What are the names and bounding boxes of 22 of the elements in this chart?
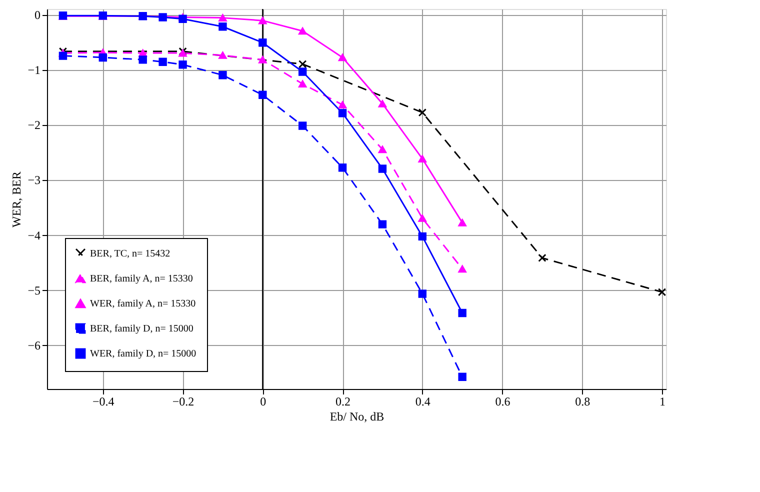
- legend-label: BER, TC, n= 15432: [90, 248, 170, 260]
- x-tick-label: 1: [660, 394, 666, 408]
- legend-label: WER, family D, n= 15000: [90, 348, 196, 360]
- x-tick-label: −0.4: [92, 394, 114, 408]
- x-tick-label: −0.2: [172, 394, 194, 408]
- x-tick-label: 0.6: [495, 394, 510, 408]
- x-tick-label: 0.4: [415, 394, 430, 408]
- y-tick-label: −4: [28, 228, 40, 242]
- legend-label: BER, family D, n= 15000: [90, 324, 194, 334]
- y-axis-title: WER, BER: [10, 172, 24, 228]
- y-tick-label: −5: [28, 283, 40, 298]
- y-tick-label: 0: [34, 8, 40, 22]
- x-axis-title: Eb/ No, dB: [330, 410, 384, 424]
- y-tick-label: −2: [28, 118, 40, 132]
- y-tick-label: −1: [28, 63, 40, 78]
- legend-label: BER, family A, n= 15330: [90, 274, 193, 284]
- legend-label: WER, family A, n= 15330: [90, 298, 196, 310]
- y-tick-label: −3: [28, 173, 40, 188]
- x-tick-label: 0.2: [336, 394, 351, 408]
- x-tick-label: 0: [260, 394, 266, 408]
- y-tick-label: −6: [28, 338, 40, 352]
- x-tick-label: 0.8: [575, 394, 590, 408]
